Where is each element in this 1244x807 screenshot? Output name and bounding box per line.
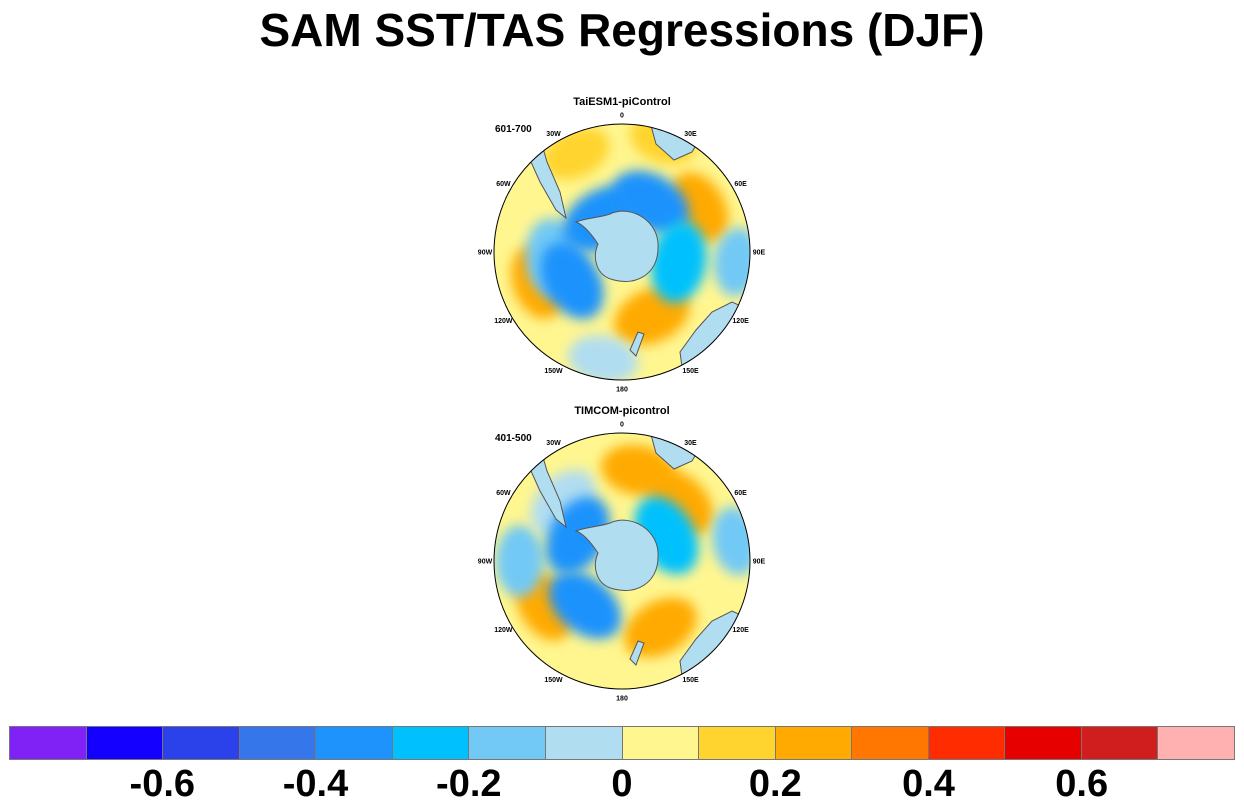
colorbar-tick-labels: -0.6 -0.4 -0.2 0 0.2 0.4 0.6	[0, 762, 1244, 807]
colorbar-swatch	[852, 727, 929, 759]
panel-1-period: 601-700	[495, 124, 532, 135]
longitude-label: 60W	[496, 490, 511, 497]
longitude-label: 90E	[753, 250, 766, 257]
longitude-label: 60W	[496, 181, 511, 188]
colorbar	[9, 726, 1235, 760]
longitude-label: 150W	[544, 368, 563, 375]
longitude-label: 90E	[753, 559, 766, 566]
colorbar-tick-label: -0.2	[436, 763, 502, 805]
longitude-label: 150E	[682, 677, 699, 684]
longitude-label: 60E	[734, 490, 747, 497]
colorbar-tick-label: 0	[611, 763, 633, 805]
longitude-label: 0	[620, 113, 624, 120]
colorbar-swatch	[86, 727, 164, 759]
longitude-label: 30E	[684, 440, 697, 447]
anomaly-region	[540, 242, 604, 320]
colorbar-swatch	[316, 727, 393, 759]
colorbar-swatch	[545, 727, 623, 759]
colorbar-swatch	[928, 727, 1006, 759]
panel-1-map: 0 30E 60E 90E 120E 150E 180 150W 120W 90W 60W 30W	[478, 113, 766, 394]
colorbar-tick-label: 0.4	[902, 763, 955, 805]
map-boundary	[493, 123, 751, 381]
panel-1-title: TaiESM1-piControl	[573, 96, 671, 108]
anomaly-region	[495, 525, 544, 597]
longitude-label: 180	[616, 387, 628, 394]
longitude-label: 120E	[732, 318, 749, 325]
colorbar-tick-label: 0.2	[748, 763, 802, 805]
longitude-label: 30E	[684, 131, 697, 138]
antarctica-landmass	[574, 210, 659, 282]
longitude-label: 150E	[682, 368, 699, 375]
map-boundary	[493, 432, 751, 690]
antarctica-landmass	[574, 519, 659, 591]
longitude-label: 60E	[734, 181, 747, 188]
figure-title: SAM SST/TAS Regressions (DJF)	[259, 4, 985, 56]
panel-2-map: 0 30E 60E 90E 120E 150E 180 150W 120W 90W 60W 30W	[478, 422, 766, 703]
longitude-label: 90W	[478, 559, 493, 566]
longitude-label: 150W	[544, 677, 563, 684]
colorbar-swatch	[699, 727, 776, 759]
colorbar-tick-label: 0.6	[1055, 763, 1109, 805]
longitude-label: 120W	[494, 318, 513, 325]
colorbar-swatch	[469, 727, 546, 759]
colorbar-swatch	[392, 727, 470, 759]
colorbar-tick-label: -0.4	[282, 763, 349, 805]
colorbar-swatch	[163, 727, 240, 759]
panel-2-period: 401-500	[495, 433, 532, 444]
colorbar-swatch	[622, 727, 700, 759]
colorbar-swatch	[1158, 727, 1234, 759]
anomaly-region	[568, 335, 639, 380]
longitude-label: 120E	[732, 627, 749, 634]
longitude-label: 0	[620, 422, 624, 429]
new-zealand-landmass	[629, 331, 645, 357]
longitude-label: 180	[616, 696, 628, 703]
anomaly-region	[650, 221, 707, 303]
new-zealand-landmass	[629, 640, 645, 666]
colorbar-tick-label: -0.6	[129, 763, 196, 805]
map-field	[494, 124, 750, 380]
longitude-label: 30W	[546, 440, 561, 447]
colorbar-swatch	[1081, 727, 1159, 759]
colorbar-swatch	[1005, 727, 1082, 759]
longitude-label: 90W	[478, 250, 493, 257]
colorbar-swatch	[10, 727, 87, 759]
longitude-label: 120W	[494, 627, 513, 634]
colorbar-swatch	[239, 727, 317, 759]
map-field	[494, 433, 750, 689]
panel-2-title: TIMCOM-picontrol	[574, 405, 670, 417]
anomaly-region	[548, 571, 622, 639]
longitude-label: 30W	[546, 131, 561, 138]
colorbar-swatch	[775, 727, 853, 759]
